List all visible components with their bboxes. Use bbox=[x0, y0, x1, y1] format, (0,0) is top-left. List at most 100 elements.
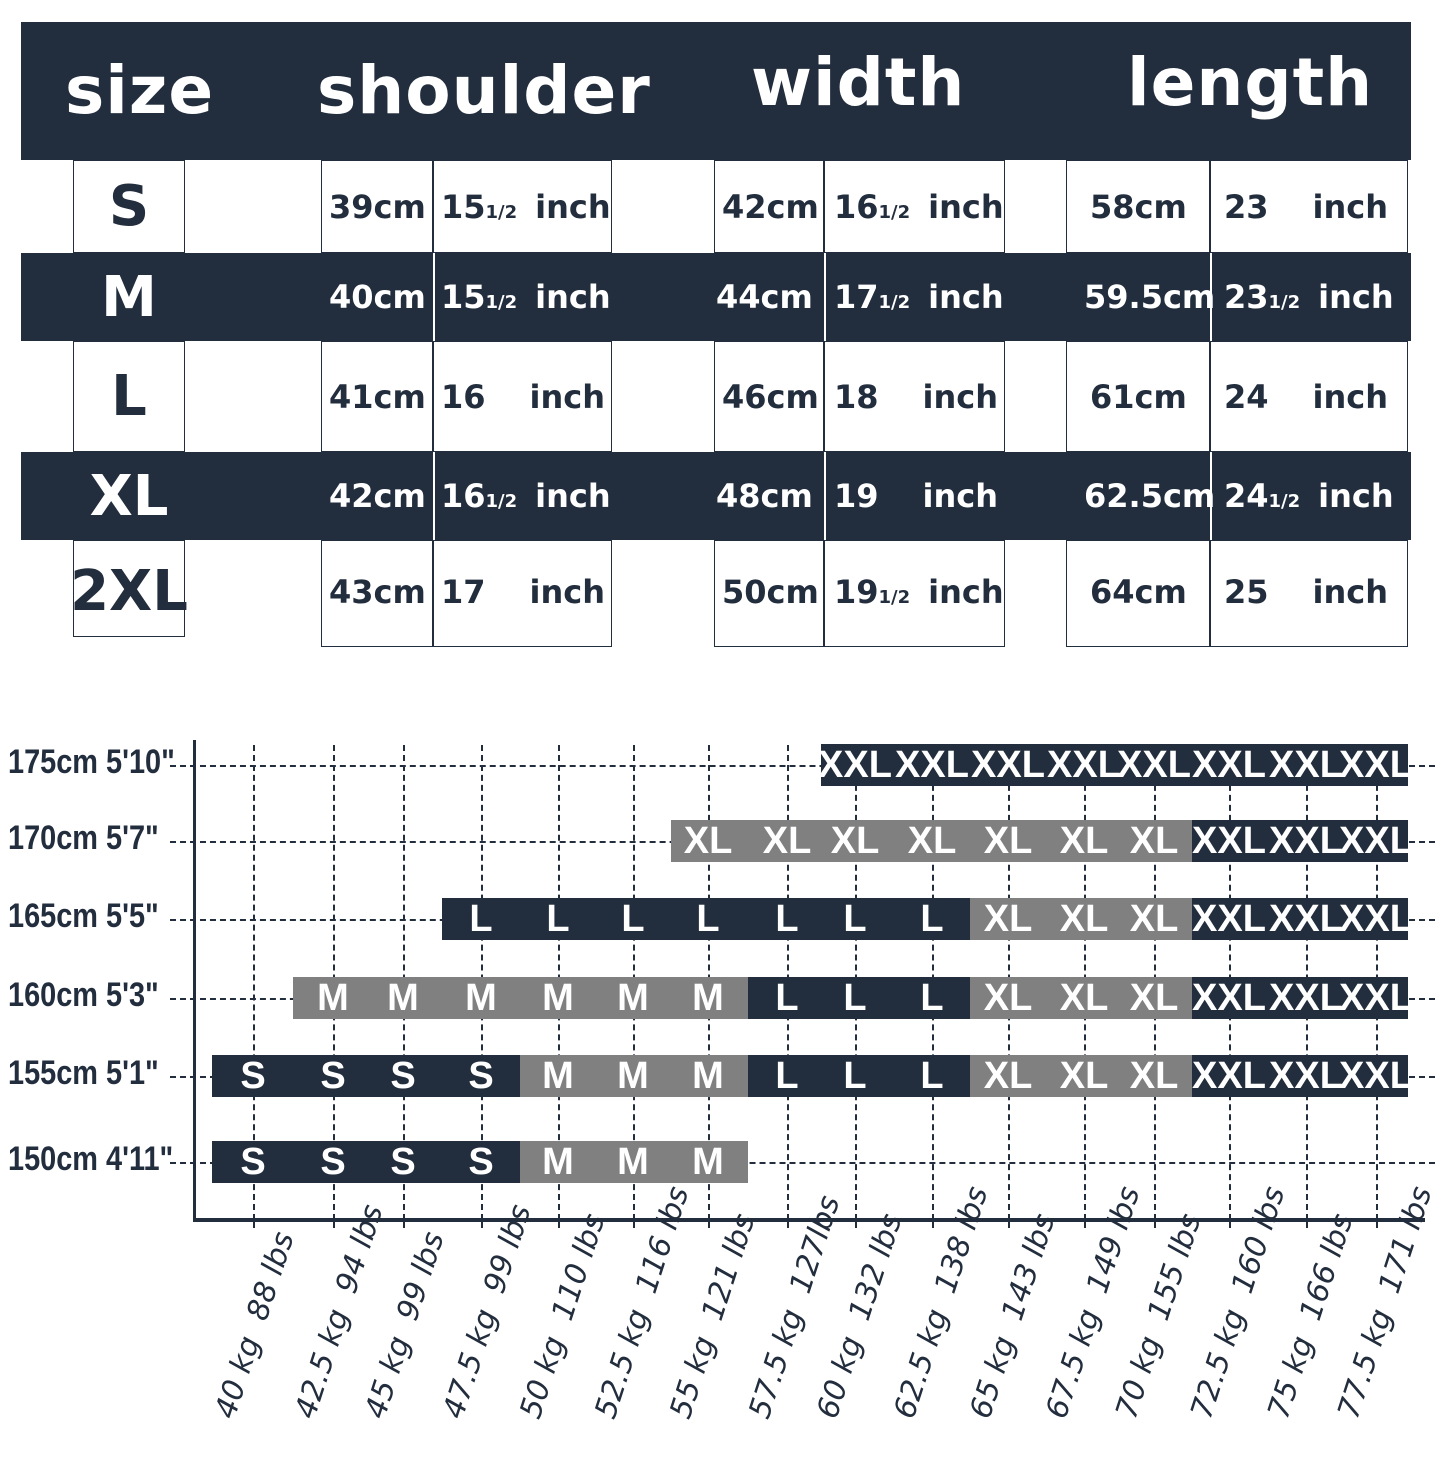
value-cell bbox=[321, 160, 433, 253]
size-mark: M bbox=[617, 977, 649, 1019]
value-cell bbox=[433, 540, 612, 647]
width-inch: 19 inch bbox=[834, 452, 998, 540]
height-gridline bbox=[170, 1162, 1435, 1164]
size-mark: XL bbox=[1129, 820, 1179, 862]
inch-whole: 25 bbox=[1224, 572, 1269, 611]
inch-whole: 24 bbox=[1224, 477, 1269, 515]
x-tick bbox=[932, 1218, 934, 1228]
length-inch: 25 inch bbox=[1224, 540, 1388, 643]
length-cm: 58cm bbox=[1090, 187, 1187, 226]
size-mark: XXL bbox=[1192, 977, 1266, 1019]
size-label: 2XL bbox=[70, 559, 188, 624]
x-tick bbox=[633, 1218, 635, 1228]
size-mark: XXL bbox=[1339, 820, 1413, 862]
header-width: width bbox=[751, 44, 966, 121]
length-cm: 61cm bbox=[1090, 377, 1187, 416]
size-mark: S bbox=[468, 1055, 494, 1097]
width-inch: 19 1/2 inch bbox=[834, 540, 1004, 643]
size-mark: M bbox=[317, 977, 349, 1019]
value-cell bbox=[824, 540, 1005, 647]
cell-divider bbox=[1210, 452, 1212, 540]
length-cm: 62.5cm bbox=[1084, 477, 1216, 515]
length-cm: 64cm bbox=[1090, 572, 1187, 611]
inch-whole: 17 bbox=[441, 572, 486, 611]
size-mark: XXL bbox=[1117, 744, 1191, 786]
cell-divider bbox=[824, 253, 826, 341]
width-inch: 16 1/2 inch bbox=[834, 160, 1004, 253]
inch-whole: 18 bbox=[834, 377, 879, 416]
size-cell bbox=[73, 540, 185, 637]
size-label: M bbox=[101, 264, 157, 330]
value-cell bbox=[1210, 540, 1408, 647]
size-mark: XL bbox=[1059, 977, 1109, 1019]
value-cell bbox=[1066, 341, 1210, 452]
size-mark: XL bbox=[907, 820, 957, 862]
cell-divider bbox=[1210, 253, 1212, 341]
value-cell bbox=[824, 341, 1005, 452]
inch-whole: 23 bbox=[1224, 187, 1269, 226]
cell-divider bbox=[824, 452, 826, 540]
inch-fraction: 1/2 bbox=[878, 292, 911, 313]
size-mark: XXL bbox=[1269, 744, 1343, 786]
size-mark: M bbox=[542, 1141, 574, 1183]
length-inch: 24 inch bbox=[1224, 341, 1388, 452]
size-mark: L bbox=[546, 898, 570, 940]
size-bar-xxl: XXL XXL XXL bbox=[1191, 1055, 1413, 1097]
size-mark: L bbox=[843, 898, 867, 940]
inch-whole: 24 bbox=[1224, 377, 1269, 416]
inch-unit: inch bbox=[1318, 278, 1394, 316]
value-cell bbox=[714, 341, 824, 452]
value-cell bbox=[1210, 341, 1408, 452]
height-label: 150cm 4'11" bbox=[8, 1140, 174, 1178]
size-mark: XL bbox=[1059, 898, 1109, 940]
size-mark: XXL bbox=[1269, 898, 1343, 940]
shoulder-cm: 40cm bbox=[329, 278, 426, 316]
size-mark: S bbox=[390, 1141, 416, 1183]
size-mark: XXL bbox=[1192, 898, 1266, 940]
size-mark: L bbox=[920, 977, 944, 1019]
size-mark: M bbox=[542, 1055, 574, 1097]
size-mark: L bbox=[696, 898, 720, 940]
x-tick bbox=[787, 1218, 789, 1228]
inch-unit: inch bbox=[535, 477, 611, 515]
height-gridline bbox=[170, 765, 1435, 767]
size-mark: XL bbox=[1129, 1055, 1179, 1097]
shoulder-inch: 15 1/2 inch bbox=[441, 253, 611, 341]
x-tick bbox=[1008, 1218, 1010, 1228]
size-mark: L bbox=[775, 977, 799, 1019]
value-cell bbox=[433, 160, 612, 253]
size-bar-xl: XL XL XL bbox=[970, 1055, 1192, 1097]
size-mark: M bbox=[617, 1055, 649, 1097]
size-mark: XXL bbox=[971, 744, 1045, 786]
inch-whole: 16 bbox=[834, 187, 879, 226]
height-label: 155cm 5'1" bbox=[8, 1054, 159, 1092]
inch-unit: inch bbox=[1312, 572, 1389, 611]
shoulder-cm: 39cm bbox=[329, 187, 426, 226]
inch-fraction: 1/2 bbox=[1268, 491, 1301, 512]
x-tick bbox=[333, 1218, 335, 1228]
size-mark: XXL bbox=[1192, 1055, 1266, 1097]
size-mark: M bbox=[692, 977, 724, 1019]
shoulder-inch: 16 1/2 inch bbox=[441, 452, 611, 540]
inch-unit: inch bbox=[928, 187, 1004, 226]
size-mark: XXL bbox=[1269, 1055, 1343, 1097]
width-cm: 46cm bbox=[722, 377, 819, 416]
size-mark: XL bbox=[683, 820, 733, 862]
length-inch: 23 1/2 inch bbox=[1224, 253, 1394, 341]
width-inch: 17 1/2 inch bbox=[834, 253, 1004, 341]
inch-fraction: 1/2 bbox=[485, 491, 518, 512]
header-length: length bbox=[1127, 44, 1374, 121]
size-mark: M bbox=[387, 977, 419, 1019]
inch-whole: 15 bbox=[441, 278, 486, 316]
size-mark: L bbox=[843, 977, 867, 1019]
size-mark: M bbox=[542, 977, 574, 1019]
value-cell bbox=[1066, 540, 1210, 647]
inch-whole: 16 bbox=[441, 477, 486, 515]
cell-divider bbox=[433, 253, 435, 341]
size-mark: L bbox=[621, 898, 645, 940]
size-mark: M bbox=[465, 977, 497, 1019]
